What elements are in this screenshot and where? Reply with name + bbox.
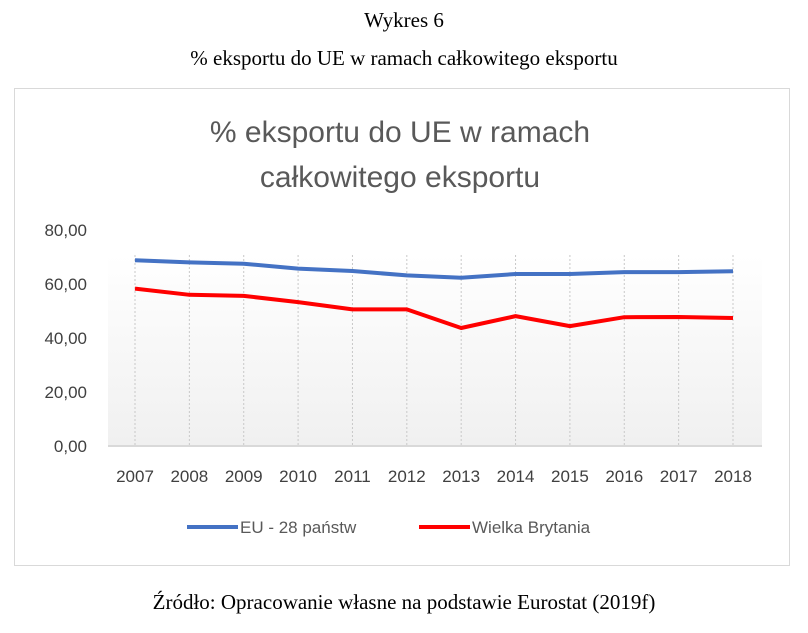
figure-caption: % eksportu do UE w ramach całkowitego ek… xyxy=(190,46,618,70)
x-tick-label: 2011 xyxy=(334,467,371,486)
x-tick-label: 2008 xyxy=(170,467,208,486)
chart-frame xyxy=(14,88,790,566)
plot-area xyxy=(108,255,762,446)
x-tick-label: 2009 xyxy=(225,467,263,486)
figure-source: Źródło: Opracowanie własne na podstawie … xyxy=(152,590,656,614)
x-tick-label: 2012 xyxy=(388,467,426,486)
legend-label-uk: Wielka Brytania xyxy=(472,518,591,537)
x-tick-label: 2014 xyxy=(497,467,535,486)
x-tick-label: 2018 xyxy=(714,467,752,486)
x-tick-label: 2016 xyxy=(605,467,643,486)
series-line-0 xyxy=(134,258,734,280)
chart-title-line-2: całkowitego eksportu xyxy=(260,161,540,194)
y-tick-label: 0,00 xyxy=(54,437,87,456)
legend: EU - 28 państw Wielka Brytania xyxy=(187,518,591,537)
x-tick-label: 2015 xyxy=(551,467,589,486)
series-line-1 xyxy=(134,286,734,331)
x-tick-label: 2007 xyxy=(116,467,154,486)
x-tick-label: 2017 xyxy=(660,467,698,486)
x-tick-label: 2013 xyxy=(442,467,480,486)
y-tick-label: 80,00 xyxy=(44,221,87,240)
chart-title-line-1: % eksportu do UE w ramach xyxy=(210,116,590,149)
legend-label-eu: EU - 28 państw xyxy=(240,518,357,537)
y-tick-label: 60,00 xyxy=(44,275,87,294)
y-tick-label: 20,00 xyxy=(44,383,87,402)
figure-label: Wykres 6 xyxy=(364,8,444,32)
y-tick-label: 40,00 xyxy=(44,329,87,348)
x-tick-label: 2010 xyxy=(279,467,317,486)
